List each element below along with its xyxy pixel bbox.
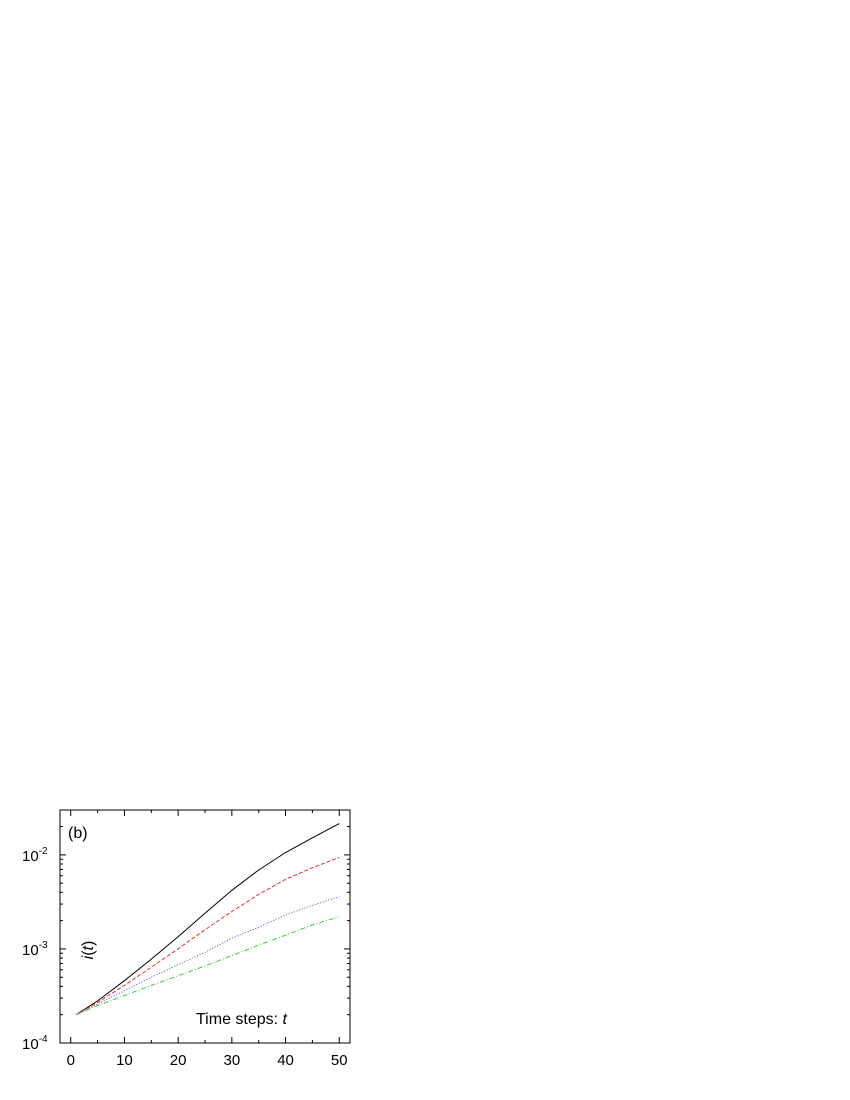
series-line-3	[75, 896, 340, 1016]
major-ticks	[60, 810, 350, 1044]
y-axis-label: i(t)	[80, 941, 97, 960]
series-line-1	[75, 823, 340, 1016]
x-tick-label: 20	[170, 1052, 187, 1069]
x-axis-annotation-text: Time steps:	[196, 1011, 283, 1028]
y-axis-label-var: t	[80, 945, 97, 950]
x-tick-label: 40	[277, 1052, 294, 1069]
series-line-4	[75, 916, 340, 1016]
y-axis-label-open: (	[80, 950, 97, 956]
x-tick-label: 50	[331, 1052, 348, 1069]
series-line-2	[75, 856, 340, 1016]
x-tick-label: 0	[67, 1052, 75, 1069]
y-tick-label: 10-3	[22, 940, 48, 959]
panel-label: (b)	[68, 825, 88, 842]
y-axis-label-func: i	[80, 955, 97, 959]
minor-ticks	[60, 810, 350, 1043]
x-axis-annotation-var: t	[283, 1011, 288, 1028]
series-group	[75, 823, 340, 1016]
x-tick-label: 10	[116, 1052, 133, 1069]
y-axis-label-close: )	[80, 941, 97, 946]
y-tick-label: 10-4	[22, 1034, 48, 1053]
plot-frame	[59, 809, 351, 1044]
x-tick-label: 30	[224, 1052, 241, 1069]
x-axis-annotation: Time steps: t	[196, 1011, 288, 1028]
tick-labels: 0 10 20 30 40 50 10-4 10-3 10-2	[22, 846, 348, 1069]
y-tick-label: 10-2	[22, 846, 48, 865]
